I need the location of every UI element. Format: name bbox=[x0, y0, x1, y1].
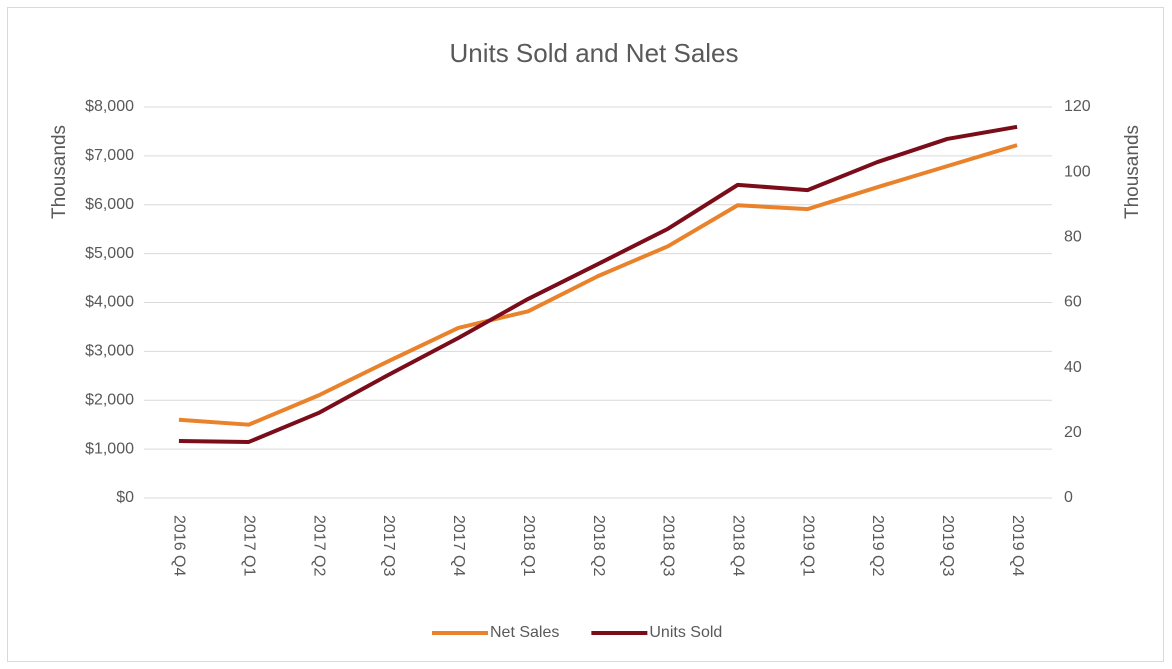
y2-tick-label: 40 bbox=[1064, 359, 1082, 376]
y-tick-label: $3,000 bbox=[85, 343, 134, 360]
x-tick-label: 2017 Q4 bbox=[450, 515, 467, 576]
x-tick-label: 2018 Q2 bbox=[590, 515, 607, 576]
y2-tick-label: 120 bbox=[1064, 98, 1091, 115]
x-tick-label: 2019 Q1 bbox=[799, 515, 816, 576]
y-tick-label: $5,000 bbox=[85, 245, 134, 262]
y-tick-label: $7,000 bbox=[85, 147, 134, 164]
y-tick-label: $6,000 bbox=[85, 196, 134, 213]
y2-tick-label: 60 bbox=[1064, 294, 1082, 311]
x-tick-label: 2019 Q4 bbox=[1009, 515, 1026, 576]
legend-label: Net Sales bbox=[490, 624, 559, 641]
x-tick-label: 2018 Q4 bbox=[729, 515, 746, 576]
x-tick-label: 2018 Q1 bbox=[520, 515, 537, 576]
chart-title: Units Sold and Net Sales bbox=[449, 38, 738, 68]
y-tick-label: $4,000 bbox=[85, 294, 134, 311]
x-tick-label: 2017 Q1 bbox=[241, 515, 258, 576]
y-tick-label: $1,000 bbox=[85, 440, 134, 457]
x-tick-label: 2018 Q3 bbox=[660, 515, 677, 576]
y2-tick-label: 100 bbox=[1064, 163, 1091, 180]
x-tick-label: 2019 Q2 bbox=[869, 515, 886, 576]
y-axis-title: Thousands bbox=[49, 125, 70, 219]
x-tick-label: 2017 Q2 bbox=[310, 515, 327, 576]
y2-tick-label: 20 bbox=[1064, 424, 1082, 441]
legend-label: Units Sold bbox=[649, 624, 722, 641]
y2-axis-title: Thousands bbox=[1122, 125, 1143, 219]
y2-tick-label: 80 bbox=[1064, 229, 1082, 246]
x-tick-label: 2017 Q3 bbox=[380, 515, 397, 576]
x-tick-label: 2016 Q4 bbox=[171, 515, 188, 576]
x-tick-label: 2019 Q3 bbox=[939, 515, 956, 576]
series-line bbox=[178, 124, 1018, 444]
series-line bbox=[178, 143, 1018, 427]
y-tick-label: $8,000 bbox=[85, 98, 134, 115]
y-tick-label: $0 bbox=[116, 489, 134, 506]
y2-tick-label: 0 bbox=[1064, 489, 1073, 506]
chart-border bbox=[7, 7, 1164, 662]
y-tick-label: $2,000 bbox=[85, 391, 134, 408]
